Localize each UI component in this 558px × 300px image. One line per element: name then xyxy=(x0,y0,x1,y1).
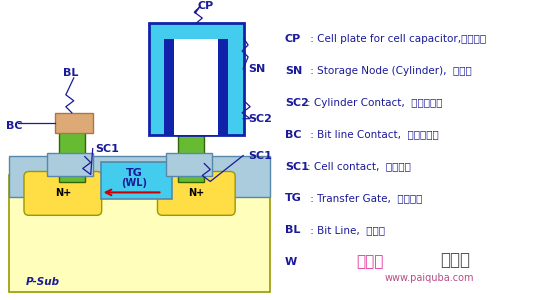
Text: : Bit Line,  比特线: : Bit Line, 比特线 xyxy=(307,225,385,235)
Text: BL: BL xyxy=(63,68,79,78)
Text: 派趣吧: 派趣吧 xyxy=(440,251,470,269)
Text: : Cell contact,  单元触点: : Cell contact, 单元触点 xyxy=(307,161,411,172)
Bar xyxy=(218,39,228,135)
Text: SC1: SC1 xyxy=(285,161,309,172)
Bar xyxy=(9,176,270,292)
Text: SC1: SC1 xyxy=(96,144,119,154)
Text: : Storage Node (Cylinder),  存储柱: : Storage Node (Cylinder), 存储柱 xyxy=(307,66,472,76)
Text: : Cell plate for cell capacitor,金属镀层: : Cell plate for cell capacitor,金属镀层 xyxy=(307,34,486,44)
Text: : Bit line Contact,  比特线触点: : Bit line Contact, 比特线触点 xyxy=(307,130,439,140)
Text: SC2: SC2 xyxy=(285,98,309,108)
Text: P-Sub: P-Sub xyxy=(26,277,60,287)
Text: W: W xyxy=(285,257,297,267)
Bar xyxy=(165,39,175,135)
Text: : Cylinder Contact,  存储柱触点: : Cylinder Contact, 存储柱触点 xyxy=(307,98,442,108)
FancyBboxPatch shape xyxy=(24,172,102,215)
Bar xyxy=(47,153,93,176)
Bar xyxy=(166,153,212,176)
Bar xyxy=(55,113,93,133)
Bar xyxy=(179,129,204,182)
Text: : Transfer Gate,  传递开关: : Transfer Gate, 传递开关 xyxy=(307,194,422,203)
Text: TG: TG xyxy=(126,169,143,178)
Text: N+: N+ xyxy=(188,188,204,198)
Text: CP: CP xyxy=(198,1,214,11)
Text: SN: SN xyxy=(248,64,266,74)
Text: (WL): (WL) xyxy=(122,178,147,188)
Bar xyxy=(165,39,228,135)
Text: www.paiquba.com: www.paiquba.com xyxy=(384,273,474,283)
FancyBboxPatch shape xyxy=(157,172,235,215)
Text: SC1: SC1 xyxy=(248,151,272,160)
Bar xyxy=(9,156,270,197)
Text: BL: BL xyxy=(285,225,300,235)
Bar xyxy=(148,23,244,135)
Bar xyxy=(100,161,172,200)
Text: N+: N+ xyxy=(55,188,71,198)
Text: SN: SN xyxy=(285,66,302,76)
Text: SC2: SC2 xyxy=(248,114,272,124)
Text: 好乐番: 好乐番 xyxy=(356,255,383,270)
Text: BC: BC xyxy=(6,121,22,131)
Bar xyxy=(59,129,85,182)
Text: CP: CP xyxy=(285,34,301,44)
Text: TG: TG xyxy=(285,194,302,203)
Text: BC: BC xyxy=(285,130,301,140)
